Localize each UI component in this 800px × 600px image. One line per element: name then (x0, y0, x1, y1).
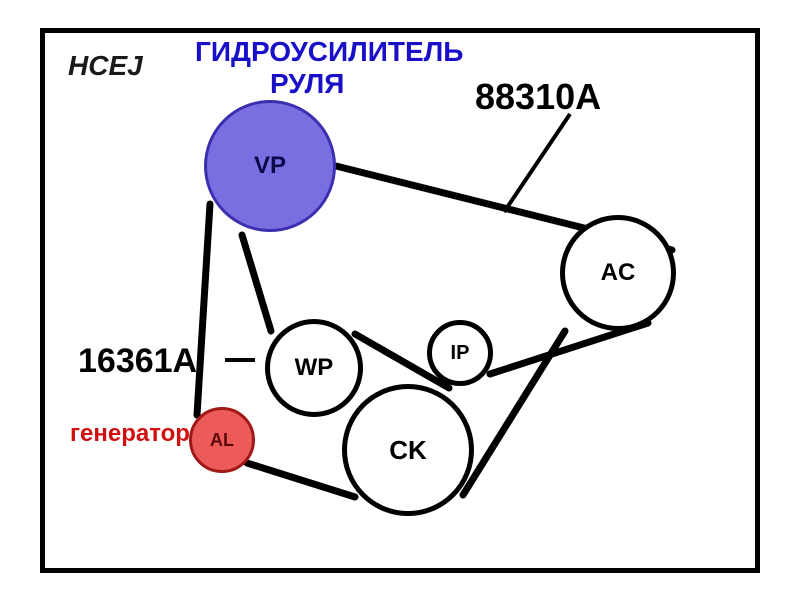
pulley-label-ck: CK (389, 435, 427, 466)
pulley-label-ip: IP (451, 342, 470, 365)
pulley-ip: IP (427, 320, 493, 386)
pulley-ck: CK (342, 384, 474, 516)
label-belt-88310A: 88310A (475, 76, 601, 118)
pulley-vp: VP (204, 100, 336, 232)
pulley-label-vp: VP (254, 152, 286, 180)
label-power-steering-2: РУЛЯ (270, 68, 344, 100)
pulley-label-wp: WP (295, 354, 334, 382)
pulley-label-al: AL (210, 430, 234, 451)
pulley-ac: AC (560, 215, 676, 331)
pulley-wp: WP (265, 319, 363, 417)
label-generator: генератор (70, 420, 190, 448)
label-belt-16361A: 16361A (78, 342, 197, 381)
header-code: HCEJ (68, 50, 143, 82)
label-power-steering-1: ГИДРОУСИЛИТЕЛЬ (195, 36, 463, 68)
pulley-al: AL (189, 407, 255, 473)
pulley-label-ac: AC (601, 259, 636, 287)
